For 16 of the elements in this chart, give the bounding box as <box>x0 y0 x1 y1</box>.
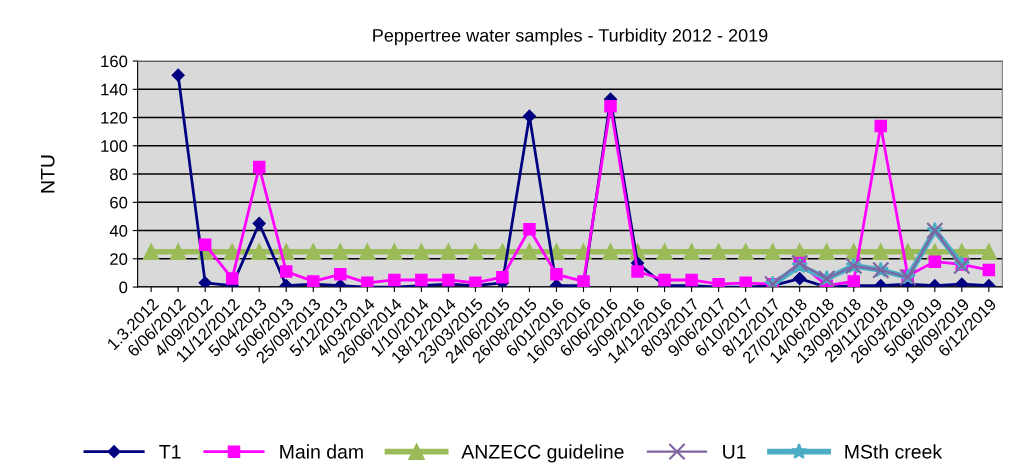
legend-label: T1 <box>159 445 181 459</box>
y-tick-label: 160 <box>101 55 128 68</box>
chart-title: Peppertree water samples - Turbidity 2012 - 2019 <box>373 28 768 46</box>
y-tick-label: 120 <box>101 111 128 124</box>
y-axis-title: NTU <box>41 155 55 193</box>
legend-label: U1 <box>723 445 746 459</box>
y-tick-label: 0 <box>119 281 128 294</box>
legend-label: ANZECC guideline <box>461 444 624 463</box>
y-tick-label: 80 <box>110 168 128 181</box>
y-tick-label: 40 <box>109 224 128 237</box>
legend-label: MSth creek <box>845 444 943 459</box>
legend-label: Main dam <box>280 444 363 459</box>
y-tick-label: 60 <box>110 196 128 209</box>
y-tick-label: 140 <box>101 83 128 96</box>
y-tick-label: 20 <box>110 253 128 266</box>
y-tick-label: 100 <box>101 140 128 152</box>
